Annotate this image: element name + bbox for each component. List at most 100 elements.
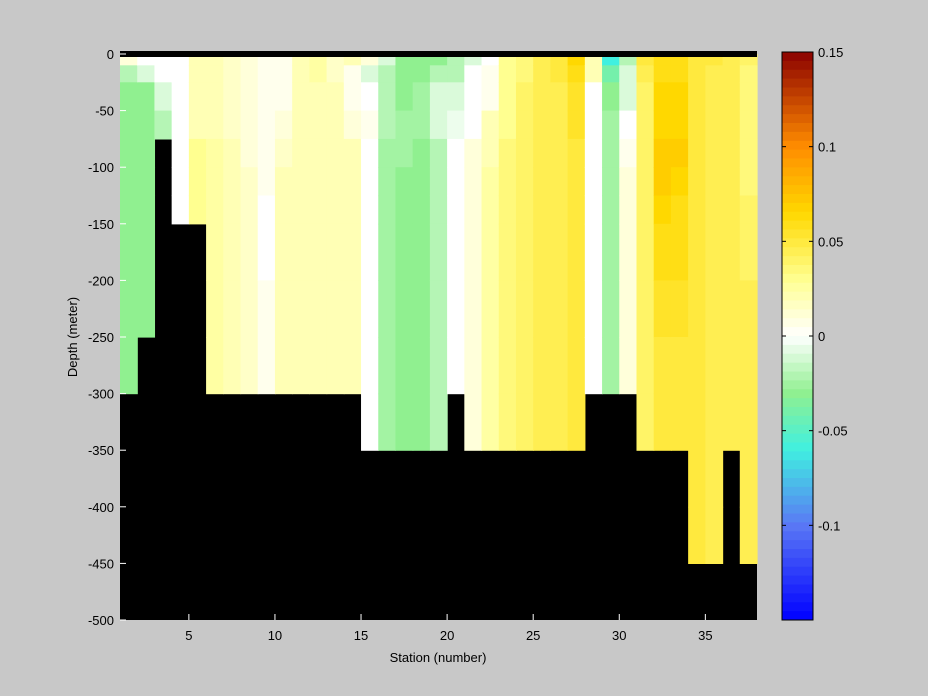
heatmap-cell (653, 393, 672, 451)
heatmap-cell (515, 138, 534, 168)
heatmap-cell (481, 393, 500, 451)
heatmap-cell (481, 54, 500, 66)
colorbar-swatch (782, 194, 813, 204)
heatmap-cell (188, 167, 207, 197)
heatmap-cell (722, 54, 741, 66)
heatmap-cell (292, 54, 310, 66)
heatmap-cell (154, 65, 173, 83)
heatmap-cell (688, 393, 706, 451)
heatmap-cell (705, 337, 724, 395)
plot-area: 5 10 15 20 25 30 35 0 -50 -100 -150 -200 -250 -300 -3… (88, 47, 758, 643)
heatmap-cell (567, 110, 586, 140)
heatmap-cell (533, 110, 552, 140)
heatmap-cell (515, 195, 534, 225)
heatmap-cell (550, 280, 569, 338)
heatmap-cell (584, 167, 603, 197)
heatmap-cell (447, 223, 465, 281)
heatmap-cell (395, 195, 414, 225)
heatmap-cell (120, 110, 138, 140)
heatmap-cell (378, 65, 397, 83)
colorbar-swatch (782, 185, 813, 195)
y-tick-label: -250 (88, 330, 114, 345)
heatmap-cell (688, 110, 706, 140)
heatmap-cell (722, 65, 741, 83)
heatmap-cell (670, 280, 689, 338)
heatmap-cell (257, 54, 276, 66)
colorbar-swatch (782, 398, 813, 408)
heatmap-cell (137, 65, 156, 83)
heatmap-cell (705, 110, 724, 140)
heatmap-cell (412, 110, 431, 140)
heatmap-cell (481, 280, 500, 338)
heatmap-cell (429, 280, 448, 338)
heatmap-cell (395, 110, 414, 140)
heatmap-cell (206, 82, 224, 112)
heatmap-cell (619, 82, 638, 112)
heatmap-cell (240, 54, 259, 66)
colorbar-swatch (782, 105, 813, 115)
heatmap-cell (292, 280, 310, 338)
heatmap-cell (498, 393, 517, 451)
heatmap-cell (120, 223, 138, 281)
colorbar-swatch (782, 433, 813, 443)
heatmap-cell (223, 82, 242, 112)
heatmap-cell (619, 280, 638, 338)
colorbar-swatch (782, 451, 813, 461)
heatmap-cell (326, 138, 345, 168)
heatmap-cell (171, 167, 190, 197)
heatmap-cell (429, 167, 448, 197)
heatmap-cell (326, 195, 345, 225)
heatmap-cell (739, 195, 758, 225)
colorbar-swatch (782, 371, 813, 381)
heatmap-cell (188, 138, 207, 168)
heatmap-cell (636, 280, 655, 338)
heatmap-cell (533, 393, 552, 451)
x-tick-label: 10 (268, 628, 282, 643)
colorbar-swatch (782, 282, 813, 293)
colorbar-swatch (782, 362, 813, 372)
heatmap-cell (120, 280, 138, 338)
heatmap-cell (257, 138, 276, 168)
heatmap-cell (602, 82, 620, 112)
heatmap-cell (171, 54, 190, 66)
heatmap-cell (137, 110, 156, 140)
heatmap-cell (395, 138, 414, 168)
heatmap-cell (602, 337, 620, 395)
colorbar-swatch (782, 220, 813, 230)
heatmap-cell (274, 138, 293, 168)
heatmap-cell (705, 195, 724, 225)
heatmap-cell (464, 82, 483, 112)
heatmap-cell (515, 393, 534, 451)
heatmap-cell (292, 65, 310, 83)
heatmap-cell (257, 195, 276, 225)
colorbar-swatch (782, 566, 813, 577)
heatmap-cell (739, 82, 758, 112)
heatmap-cell (722, 337, 741, 395)
colorbar-swatch (782, 584, 813, 594)
heatmap-cell (602, 223, 620, 281)
heatmap-cell (515, 223, 534, 281)
heatmap-cell (274, 337, 293, 395)
heatmap-cell (498, 337, 517, 395)
heatmap-cell (688, 337, 706, 395)
colorbar-swatch (782, 318, 813, 328)
heatmap-cell (188, 195, 207, 225)
heatmap-cell (498, 167, 517, 197)
heatmap-cell (309, 65, 328, 83)
colorbar-swatch (782, 265, 813, 275)
heatmap-cell (447, 167, 465, 197)
heatmap-cell (739, 450, 758, 508)
heatmap-cell (739, 393, 758, 451)
heatmap-cell (515, 280, 534, 338)
heatmap-cell (498, 54, 517, 66)
colorbar-swatch (782, 540, 813, 550)
colorbar-swatch (782, 611, 813, 621)
heatmap-cell (533, 167, 552, 197)
heatmap-cell (567, 393, 586, 451)
heatmap-cell (171, 138, 190, 168)
colorbar-swatch (782, 504, 813, 514)
heatmap-cell (481, 337, 500, 395)
heatmap-cell (447, 65, 465, 83)
heatmap-cell (498, 223, 517, 281)
